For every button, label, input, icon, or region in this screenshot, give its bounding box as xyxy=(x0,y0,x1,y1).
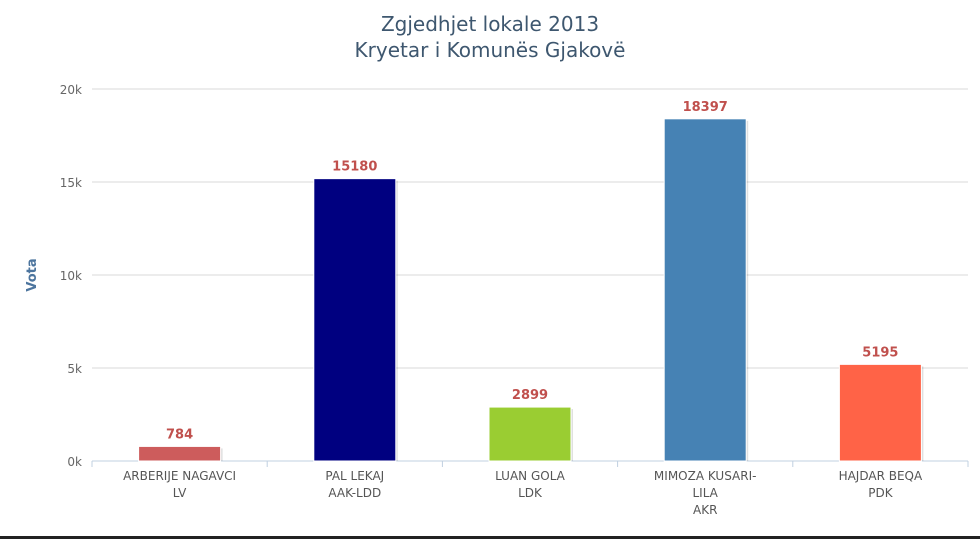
x-tick-label: PDK xyxy=(868,486,893,500)
x-tick-label: LV xyxy=(173,486,187,500)
data-label: 2899 xyxy=(512,388,548,403)
x-tick-label: ARBERIJE NAGAVCI xyxy=(123,469,236,483)
x-tick-label: AKR xyxy=(693,503,717,517)
y-tick-label: 0k xyxy=(67,455,82,469)
y-tick-label: 15k xyxy=(60,176,82,190)
data-label: 18397 xyxy=(683,100,728,115)
x-tick-label: PAL LEKAJ xyxy=(325,469,384,483)
x-tick-label: HAJDAR BEQA xyxy=(839,469,923,483)
bottom-border xyxy=(0,536,980,539)
bar xyxy=(488,406,572,462)
x-tick-label: LUAN GOLA xyxy=(495,469,566,483)
data-label: 5195 xyxy=(862,345,898,360)
x-tick-label: LDK xyxy=(518,486,543,500)
y-tick-label: 5k xyxy=(67,362,82,376)
chart-title: Zgjedhjet lokale 2013 xyxy=(380,12,600,36)
bar xyxy=(138,445,222,462)
y-tick-label: 10k xyxy=(60,269,82,283)
data-label: 15180 xyxy=(332,160,377,175)
data-label: 784 xyxy=(166,427,193,442)
x-tick-label: AAK-LDD xyxy=(328,486,381,500)
y-tick-label: 20k xyxy=(60,83,82,97)
bar xyxy=(663,118,747,462)
chart-subtitle: Kryetar i Komunës Gjakovë xyxy=(354,38,626,62)
y-axis-label: Vota xyxy=(25,258,40,291)
bar xyxy=(313,178,397,462)
bar xyxy=(838,363,922,462)
x-tick-label: LILA xyxy=(692,486,718,500)
x-tick-label: MIMOZA KUSARI- xyxy=(654,469,757,483)
